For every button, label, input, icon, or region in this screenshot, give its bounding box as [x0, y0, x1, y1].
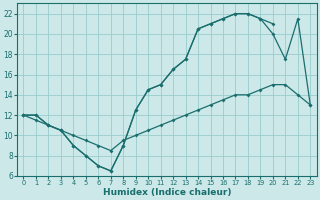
X-axis label: Humidex (Indice chaleur): Humidex (Indice chaleur) — [103, 188, 231, 197]
